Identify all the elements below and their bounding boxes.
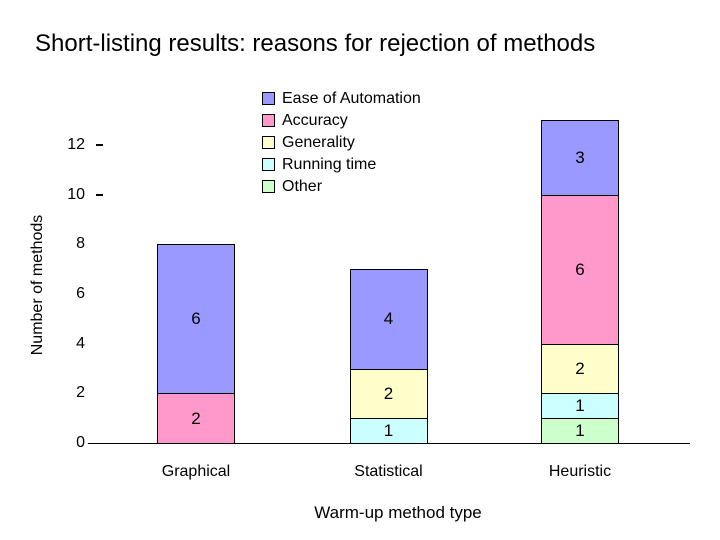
legend-label: Other (282, 178, 323, 195)
legend-item: Ease of Automation (262, 90, 421, 107)
legend-item: Other (262, 178, 421, 195)
bar-segment-value: 2 (191, 408, 201, 428)
bar-segment-value: 1 (575, 421, 585, 441)
bar-segment-value: 6 (191, 309, 201, 329)
bar-segment-value: 1 (383, 421, 394, 441)
bar-segment-graphical-ease-of-automation: 6 (157, 244, 235, 395)
legend-swatch-icon (262, 92, 275, 105)
bar-segment-value: 2 (575, 359, 585, 378)
bar-segment-heuristic-other: 1 (541, 418, 619, 444)
x-category-label: Graphical (161, 463, 231, 480)
legend-item: Generality (262, 134, 421, 151)
bar-segment-value: 2 (383, 383, 394, 403)
bar-segment-statistical-running-time: 1 (349, 418, 428, 444)
legend-label: Ease of Automation (282, 90, 421, 107)
legend-label: Accuracy (282, 112, 348, 129)
chart-title: Short-listing results: reasons for rejec… (35, 30, 596, 57)
legend-swatch-icon (262, 136, 275, 149)
bar-segment-value: 4 (383, 309, 394, 329)
x-category-label: Statistical (354, 463, 423, 480)
y-tick-label: 6 (76, 285, 85, 303)
bar-segment-heuristic-accuracy: 6 (541, 194, 619, 345)
legend-swatch-icon (262, 158, 275, 171)
y-tick-mark (96, 144, 103, 147)
bar-segment-value: 3 (575, 147, 585, 167)
y-tick-label: 12 (67, 136, 85, 154)
y-tick-mark (96, 193, 103, 196)
bar-segment-statistical-ease-of-automation: 4 (349, 269, 428, 370)
y-tick-label: 2 (76, 384, 85, 402)
bar-segment-heuristic-ease-of-automation: 3 (541, 120, 619, 196)
legend-item: Accuracy (262, 112, 421, 129)
legend-swatch-icon (262, 114, 275, 127)
bar-segment-value: 6 (575, 259, 585, 279)
legend-item: Running time (262, 156, 421, 173)
y-tick-label: 8 (76, 235, 85, 253)
bar-segment-heuristic-running-time: 1 (541, 393, 619, 420)
y-tick-label: 10 (67, 185, 85, 203)
legend-swatch-icon (262, 180, 275, 193)
y-tick-label: 4 (76, 334, 85, 352)
bar-segment-value: 1 (575, 396, 585, 416)
bar-segment-heuristic-generality: 2 (541, 343, 619, 395)
x-axis-title: Warm-up method type (314, 503, 482, 522)
bar-segment-graphical-accuracy: 2 (157, 393, 235, 444)
y-tick-label: 0 (76, 434, 85, 451)
legend-label: Running time (282, 156, 377, 173)
legend-label: Generality (282, 134, 355, 151)
x-category-label: Heuristic (548, 463, 612, 480)
bar-segment-statistical-generality: 2 (349, 368, 428, 420)
legend: Ease of Automation Accuracy Generality Runn… (262, 90, 421, 200)
